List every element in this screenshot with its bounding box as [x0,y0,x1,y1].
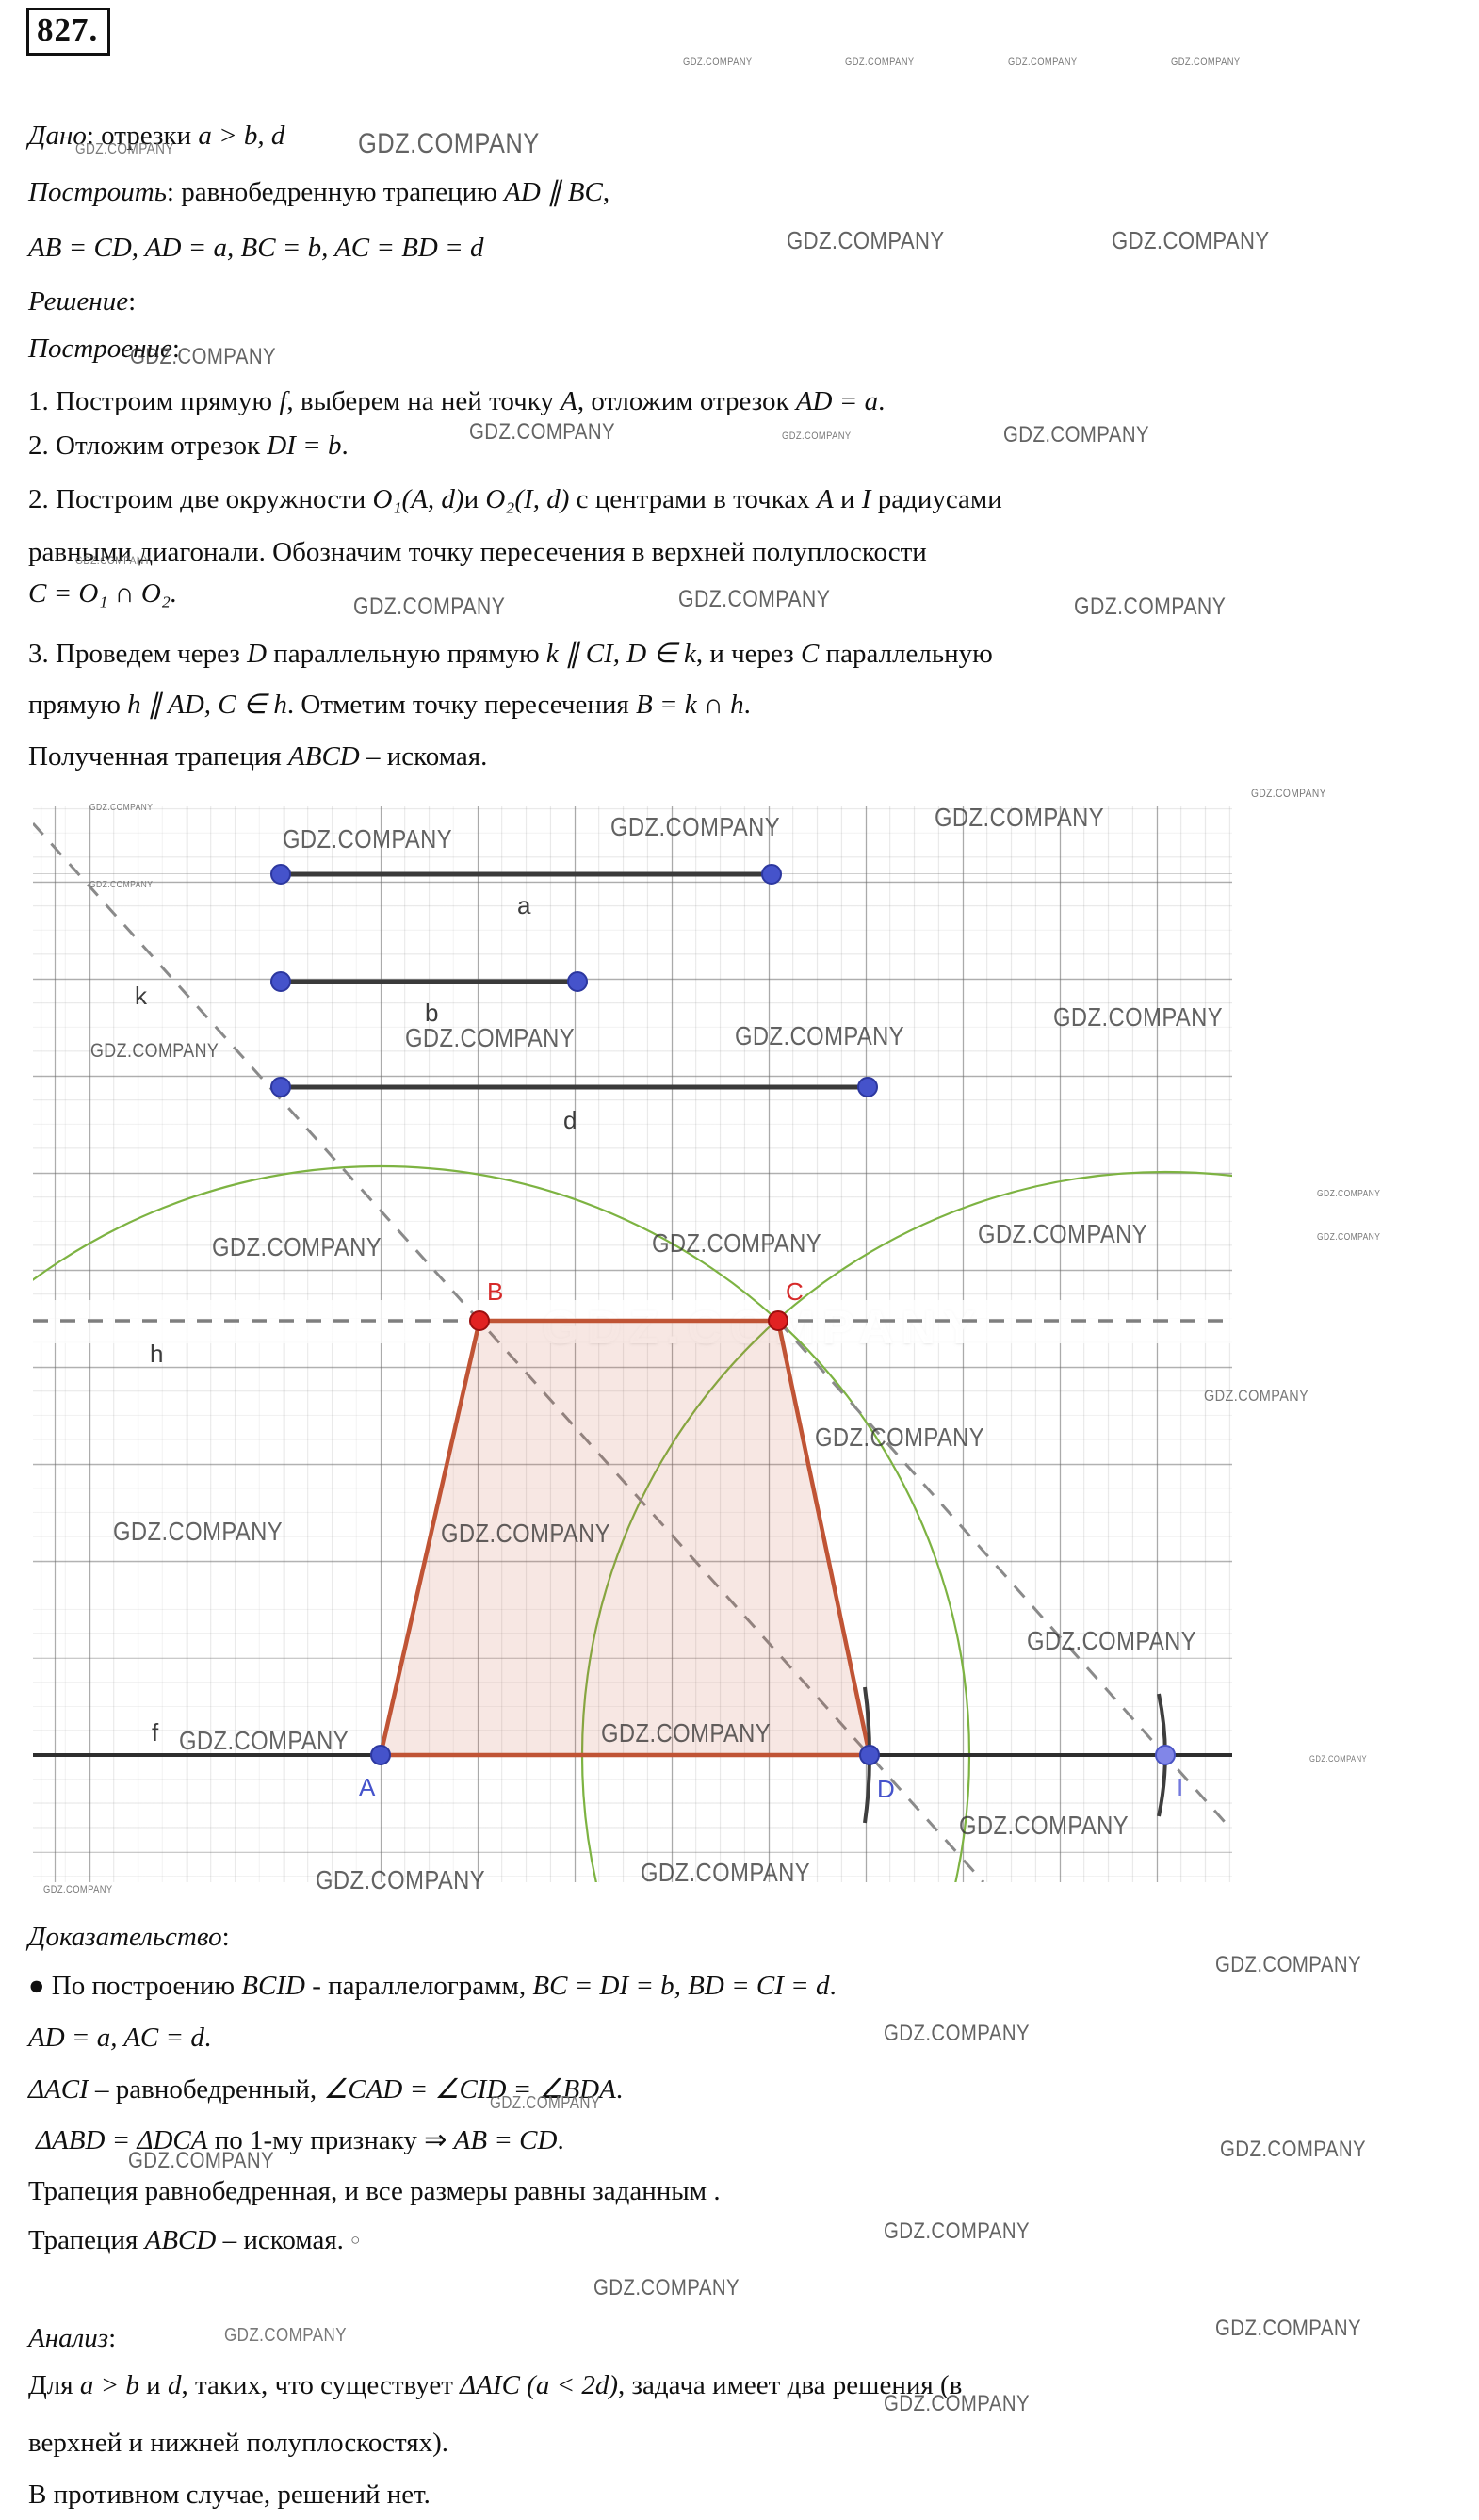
line-proof6: Трапеция ABCD – искомая. ○ [28,2225,361,2255]
line-proof3: ΔACI – равнобедренный, ∠CAD = ∠CID = ∠BD… [28,2074,624,2105]
watermark: GDZ.COMPANY [787,226,945,254]
construction-figure: GDZ.COMPANY a [33,806,1232,1882]
problem-number: 827. [26,8,111,56]
point-a-right [761,864,782,885]
watermark: GDZ.COMPANY [224,2325,347,2346]
point-a-left [270,864,291,885]
line-proof1: ● По построению BCID - параллелограмм, B… [28,1971,837,2001]
line-k-dashed [33,821,985,1882]
line-goal: Построить: равнобедренную трапецию AD ∥ … [28,177,610,207]
watermark: GDZ.COMPANY [678,586,831,612]
point-D [859,1745,880,1765]
heading-construction: Построение: [28,333,180,364]
point-d-left [270,1077,291,1097]
watermark: GDZ.COMPANY [782,431,852,442]
watermark: GDZ.COMPANY [1215,2316,1362,2341]
watermark: GDZ.COMPANY [1215,1952,1362,1977]
line-step3c: C = O₁ ∩ O₂. [28,578,178,609]
watermark: GDZ.COMPANY [1220,2137,1367,2162]
watermark: GDZ.COMPANY [1008,57,1078,68]
label-B: B [487,1277,503,1306]
point-B [469,1310,490,1331]
line-proof2: AD = a, AC = d. [28,2023,212,2053]
point-C [768,1310,788,1331]
watermark: GDZ.COMPANY [1309,1754,1368,1764]
point-b-right [567,971,588,992]
line-proof4: ΔABD = ΔDCA по 1-му признаку ⇒ AB = CD. [36,2125,564,2155]
label-h: h [150,1340,163,1368]
point-d-right [857,1077,878,1097]
line-step3a: 2. Построим две окружности O₁(A, d)и O₂(… [28,484,1002,514]
line-analysis3: В противном случае, решений нет. [28,2479,431,2510]
heading-solution: Решение: [28,286,137,317]
line-analysis1: Для a > b и d, таких, что существует ΔAI… [28,2370,963,2400]
label-k: k [135,982,148,1010]
line-equation: AB = CD, AD = a, BC = b, AC = BD = d [28,233,484,263]
label-A: A [359,1773,376,1801]
label-D: D [877,1775,895,1803]
line-proof5: Трапеция равнобедренная, и все размеры р… [28,2176,721,2206]
watermark: GDZ.COMPANY [845,57,915,68]
label-f: f [152,1718,159,1747]
watermark: GDZ.COMPANY [593,2275,740,2301]
point-A [370,1745,391,1765]
label-a: a [517,891,531,919]
line-step3b: равными диагонали. Обозначим точку перес… [28,537,927,567]
point-b-left [270,971,291,992]
watermark: GDZ.COMPANY [469,419,616,445]
line-step1: 1. Построим прямую f, выберем на ней точ… [28,386,886,416]
watermark: GDZ.COMPANY [1112,226,1270,254]
watermark: GDZ.COMPANY [1074,593,1227,620]
watermark: GDZ.COMPANY [683,57,753,68]
line-given: Дано: отрезки a > b, d [28,121,285,151]
watermark: GDZ.COMPANY [884,2021,1031,2046]
label-I: I [1177,1773,1183,1801]
watermark: GDZ.COMPANY [1003,422,1150,447]
label-C: C [786,1277,804,1306]
watermark: GDZ.COMPANY [1251,787,1326,800]
heading-analysis: Анализ: [28,2323,117,2353]
watermark: GDZ.COMPANY [1317,1189,1381,1199]
watermark: GDZ.COMPANY [358,128,540,159]
label-d: d [563,1106,577,1134]
heading-proof: Доказательство: [28,1922,230,1952]
trapezoid-abcd [378,1318,872,1758]
line-step4b: прямую h ∥ AD, C ∈ h. Отметим точку пере… [28,690,751,720]
line-result: Полученная трапеция ABCD – искомая. [28,741,488,772]
watermark: GDZ.COMPANY [353,593,506,620]
figure-svg: a b d k h f A D I B C [33,821,1232,1882]
watermark: GDZ.COMPANY [43,1884,113,1895]
line-analysis2: верхней и нижней полуплоскостях). [28,2428,449,2458]
watermark: GDZ.COMPANY [1171,57,1241,68]
point-I [1155,1745,1176,1765]
line-step4a: 3. Проведем через D параллельную прямую … [28,639,993,669]
label-b: b [425,999,438,1027]
watermark: GDZ.COMPANY [1317,1232,1381,1243]
line-step2: 2. Отложим отрезок DI = b. [28,431,349,461]
watermark: GDZ.COMPANY [884,2219,1031,2244]
line-ci-dashed [776,1320,1232,1831]
